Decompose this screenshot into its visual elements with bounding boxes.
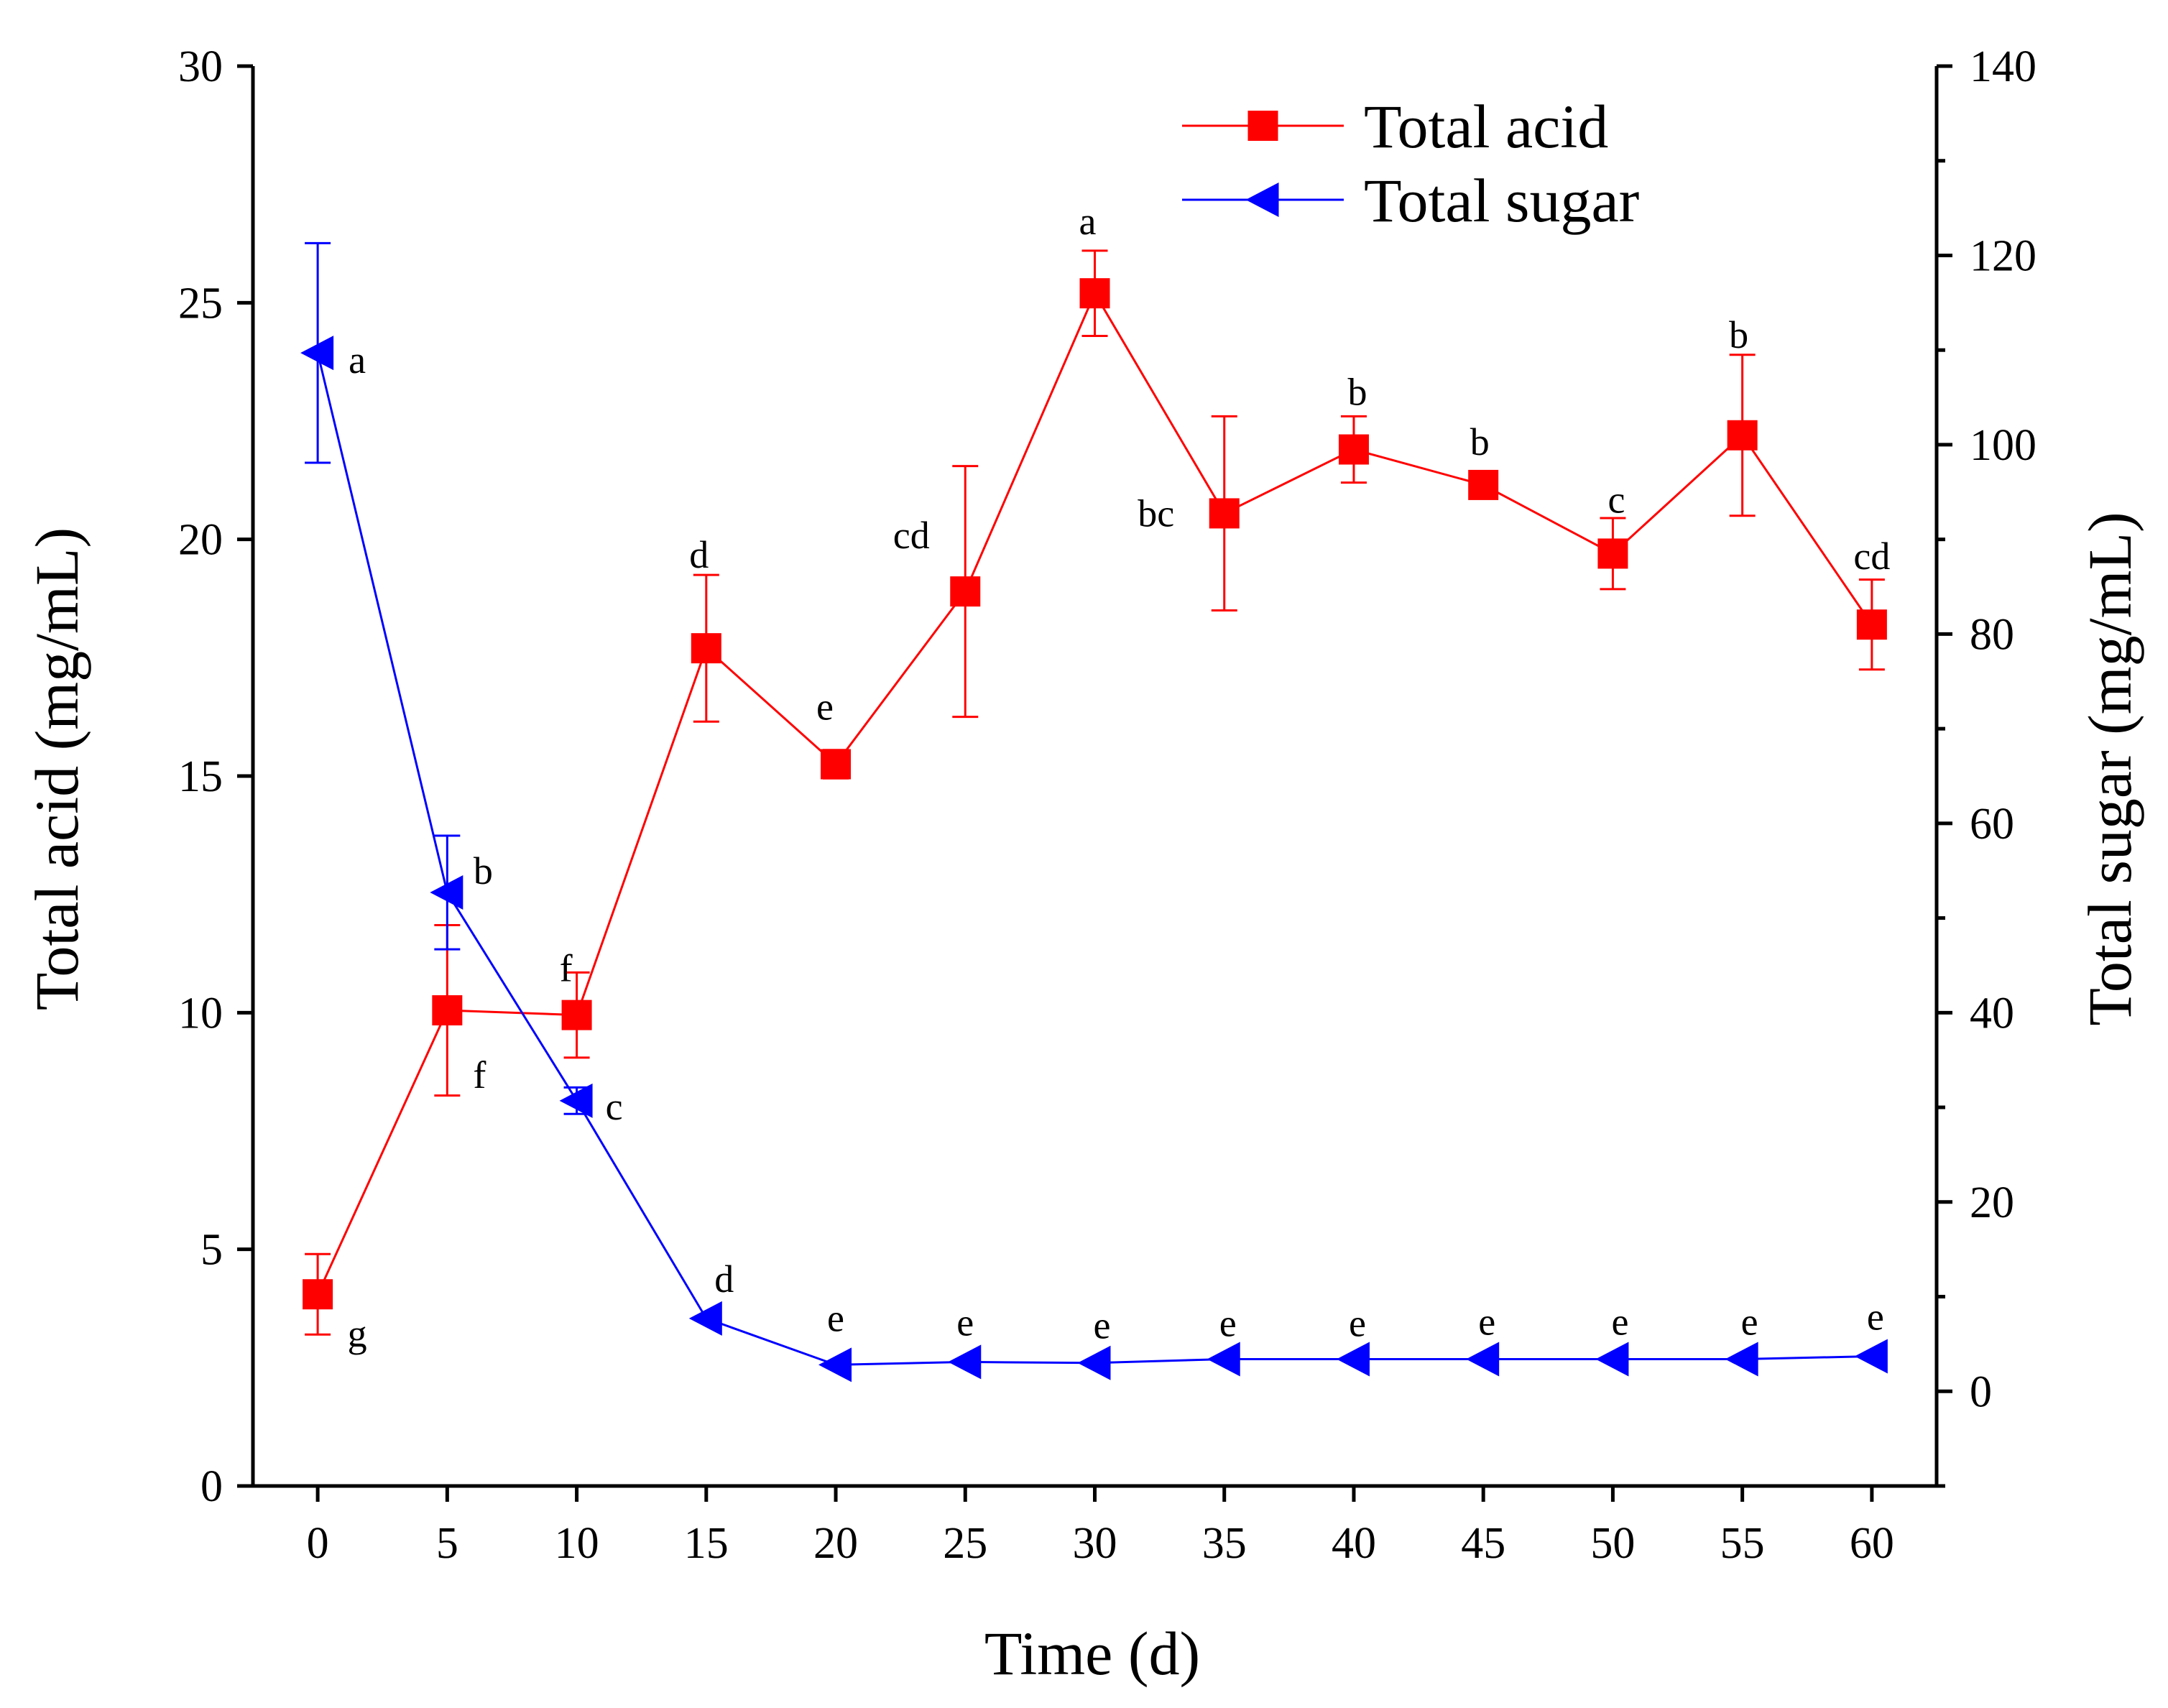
y2-tick-label: 100 (1970, 421, 2036, 470)
x-tick-label: 30 (1073, 1519, 1117, 1568)
y2-tick-label: 60 (1970, 800, 2014, 849)
data-point (1466, 1342, 1500, 1377)
data-label: d (689, 533, 709, 576)
y2-tick-label: 80 (1970, 610, 2014, 659)
x-tick-label: 60 (1850, 1519, 1894, 1568)
x-tick-label: 45 (1461, 1519, 1505, 1568)
data-point (300, 336, 334, 371)
data-point (1079, 278, 1110, 309)
data-point (821, 749, 852, 780)
x-tick-label: 15 (684, 1519, 729, 1568)
data-point (950, 576, 981, 607)
x-tick-label: 20 (813, 1519, 858, 1568)
legend-marker (1247, 111, 1278, 141)
data-point (1338, 434, 1369, 465)
x-axis-title: Time (d) (984, 1619, 1200, 1688)
data-point (818, 1347, 852, 1382)
data-point (948, 1344, 982, 1380)
data-point (559, 1083, 593, 1118)
data-label: c (1607, 478, 1625, 521)
data-label: f (560, 947, 573, 990)
data-label: d (714, 1257, 734, 1301)
data-point (1336, 1342, 1370, 1377)
y-tick-label: 10 (178, 989, 223, 1038)
y-tick-label: 20 (178, 516, 223, 565)
data-point (1856, 609, 1887, 640)
legend-label: Total sugar (1364, 166, 1639, 235)
data-point (1077, 1345, 1111, 1380)
legend-marker (1245, 183, 1279, 217)
data-point (1595, 1342, 1629, 1377)
legend-label: Total acid (1364, 92, 1608, 161)
y-tick-label: 0 (200, 1462, 223, 1511)
data-point (561, 1000, 592, 1030)
data-point (688, 1301, 722, 1336)
data-point (1597, 538, 1628, 569)
y2-tick-label: 120 (1970, 231, 2036, 280)
data-label: e (1741, 1300, 1758, 1343)
data-label: a (1079, 200, 1097, 243)
data-label: b (1729, 313, 1748, 356)
data-label: b (1470, 420, 1490, 463)
data-point (1725, 1342, 1758, 1377)
data-label: e (827, 1296, 844, 1339)
data-label: b (1347, 371, 1367, 414)
data-label: cd (893, 514, 930, 557)
data-label: g (348, 1312, 367, 1355)
y-tick-label: 15 (178, 752, 223, 801)
data-point (1854, 1339, 1888, 1374)
x-tick-label: 25 (943, 1519, 987, 1568)
data-point (1727, 420, 1758, 451)
data-label: e (1478, 1300, 1495, 1343)
x-tick-label: 0 (307, 1519, 329, 1568)
data-label: e (1219, 1301, 1237, 1344)
y2-tick-label: 40 (1970, 989, 2014, 1038)
y-axis-title: Total acid (mg/mL) (22, 527, 91, 1010)
data-label: f (473, 1053, 486, 1097)
data-label: cd (1853, 535, 1890, 578)
data-point (1209, 498, 1240, 529)
data-point (432, 995, 463, 1026)
data-label: e (816, 685, 834, 729)
y2-tick-label: 140 (1970, 42, 2036, 91)
data-point (1468, 469, 1499, 500)
data-point (303, 1279, 333, 1310)
x-tick-label: 50 (1590, 1519, 1635, 1568)
data-label: a (349, 338, 366, 382)
x-tick-label: 55 (1720, 1519, 1765, 1568)
data-label: e (1094, 1304, 1111, 1347)
y-tick-label: 5 (200, 1226, 223, 1275)
data-label: bc (1138, 491, 1174, 535)
y-tick-label: 25 (178, 279, 223, 328)
data-label: e (1349, 1301, 1366, 1344)
x-tick-label: 35 (1202, 1519, 1247, 1568)
data-label: e (1611, 1300, 1628, 1343)
x-tick-label: 10 (555, 1519, 599, 1568)
x-tick-label: 40 (1332, 1519, 1376, 1568)
data-label: e (1867, 1296, 1884, 1339)
x-tick-label: 5 (436, 1519, 458, 1568)
data-point (1207, 1342, 1240, 1377)
data-label: c (606, 1085, 623, 1128)
data-point (430, 875, 463, 910)
data-label: e (956, 1301, 974, 1344)
data-point (691, 633, 721, 664)
y2-tick-label: 20 (1970, 1178, 2014, 1227)
y-tick-label: 30 (178, 42, 223, 91)
data-label: b (474, 849, 493, 892)
y2-tick-label: 0 (1970, 1367, 1992, 1416)
y2-axis-title: Total sugar (mg/mL) (2075, 512, 2144, 1025)
